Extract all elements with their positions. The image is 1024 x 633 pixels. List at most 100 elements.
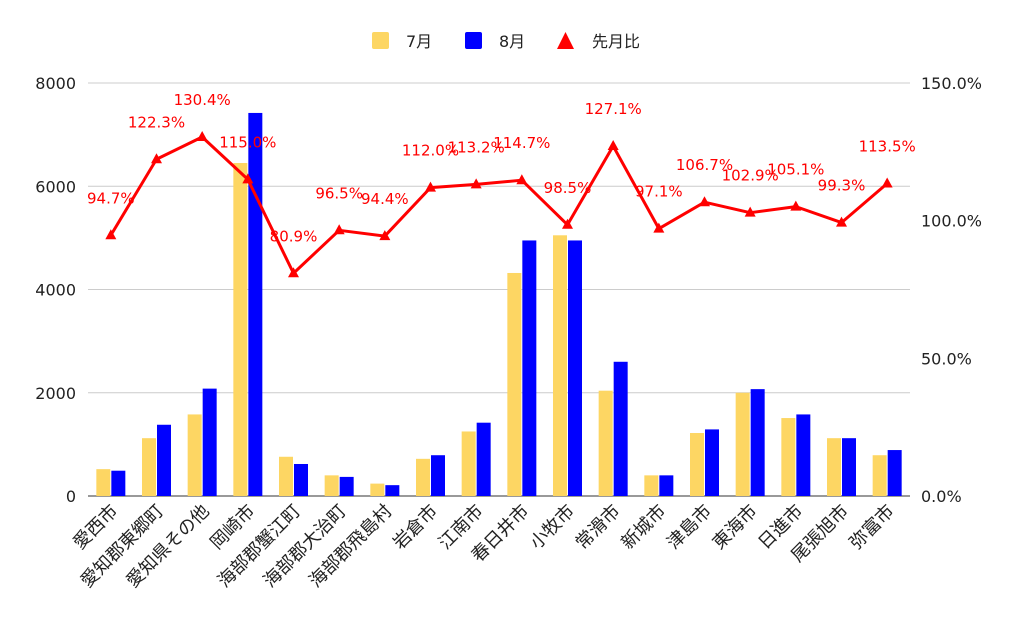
x-tick-label: 東海市 xyxy=(709,501,762,554)
bar-july xyxy=(324,475,339,496)
bar-august xyxy=(613,361,628,496)
y-left-tick-label: 0 xyxy=(66,487,76,506)
ratio-point xyxy=(607,140,619,151)
y-right-tick-label: 100.0% xyxy=(921,212,982,231)
bars xyxy=(96,112,902,497)
ratio-line: 94.7% 122.3% 130.4% 115.0% 80.9% 96.5%94.4% 11… xyxy=(87,91,916,278)
y-left-tick-label: 8000 xyxy=(35,74,76,93)
ratio-point xyxy=(196,130,208,141)
bar-august xyxy=(385,485,400,496)
bar-august xyxy=(842,438,856,496)
bar-august xyxy=(339,476,354,496)
ratio-point xyxy=(653,222,665,233)
bar-july xyxy=(96,469,111,496)
ratio-data-label: 113.5% xyxy=(859,137,916,155)
ratio-data-label: 96.5% xyxy=(315,184,363,202)
bar-august xyxy=(294,463,308,496)
ratio-point xyxy=(699,196,710,207)
y-left-tick-label: 4000 xyxy=(35,281,76,300)
ratio-point xyxy=(288,267,299,278)
bar-july xyxy=(781,418,796,496)
ratio-data-label: 102.9% xyxy=(722,167,779,185)
ratio-point xyxy=(105,229,117,240)
ratio-point xyxy=(562,218,573,229)
ratio-data-label: 97.1% xyxy=(635,183,683,201)
ratio-point xyxy=(836,216,847,227)
ratio-data-label: 80.9% xyxy=(270,227,318,245)
ratio-data-label: 114.7% xyxy=(493,134,550,152)
ratio-data-label: 99.3% xyxy=(818,177,866,195)
legend-swatch-august xyxy=(465,32,482,49)
bar-august xyxy=(659,475,674,496)
bar-august xyxy=(568,240,582,496)
ratio-data-label: 115.0% xyxy=(219,133,276,151)
bar-august xyxy=(431,455,445,496)
ratio-line-path xyxy=(109,135,889,275)
gridlines xyxy=(88,82,910,497)
ratio-data-label: 112.0% xyxy=(402,142,459,160)
legend-label-ratio: 先月比 xyxy=(592,32,640,51)
ratio-data-label: 98.5% xyxy=(544,179,592,197)
x-tick-label: 新城市 xyxy=(617,501,670,554)
y-axis-right: 0.0% 50.0% 100.0% 150.0% xyxy=(921,74,982,506)
y-right-tick-label: 50.0% xyxy=(921,349,972,368)
y-right-tick-label: 0.0% xyxy=(921,487,962,506)
ratio-point xyxy=(333,224,345,235)
bar-august xyxy=(796,414,811,496)
ratio-point xyxy=(881,177,893,188)
bar-july xyxy=(644,475,659,496)
ratio-point xyxy=(242,173,254,184)
y-axis-left: 0 2000 4000 6000 8000 xyxy=(35,74,76,506)
ratio-point xyxy=(790,200,802,211)
bar-july xyxy=(233,163,248,497)
ratio-data-label: 127.1% xyxy=(585,100,642,118)
y-right-tick-label: 150.0% xyxy=(921,74,982,93)
ratio-point xyxy=(151,153,162,164)
bar-august xyxy=(705,429,719,496)
ratio-data-label: 113.2% xyxy=(448,138,505,156)
y-left-tick-label: 2000 xyxy=(35,384,76,403)
bar-july xyxy=(598,390,613,496)
bar-august xyxy=(887,450,902,496)
ratio-point xyxy=(379,230,391,241)
bar-july xyxy=(827,438,841,496)
legend: 7月 8月 先月比 xyxy=(372,32,640,51)
legend-label-july: 7月 xyxy=(406,32,432,51)
ratio-data-label: 94.7% xyxy=(87,189,135,207)
legend-swatch-ratio xyxy=(557,32,574,49)
bar-july xyxy=(690,433,704,496)
bar-july xyxy=(553,235,567,496)
ratio-data-label: 105.1% xyxy=(767,161,824,179)
ratio-point xyxy=(470,178,482,189)
ratio-point xyxy=(744,206,756,217)
bar-july xyxy=(187,414,202,496)
bar-july xyxy=(142,438,156,496)
bar-july xyxy=(735,392,750,496)
ratio-point xyxy=(425,181,436,192)
ratio-data-label: 94.4% xyxy=(361,190,409,208)
legend-swatch-july xyxy=(372,32,389,49)
ratio-data-label: 130.4% xyxy=(174,91,231,109)
bar-july xyxy=(279,456,293,496)
ratio-data-label: 122.3% xyxy=(128,113,185,131)
bar-july xyxy=(507,272,522,496)
bar-august xyxy=(750,389,765,496)
bar-august xyxy=(157,424,171,496)
bar-july xyxy=(416,458,430,496)
bar-august xyxy=(202,388,217,496)
bar-august xyxy=(476,422,491,496)
x-tick-label: 岩倉市 xyxy=(389,501,442,554)
bar-august xyxy=(111,470,126,496)
bar-july xyxy=(370,483,385,496)
x-tick-label: 常滑市 xyxy=(572,501,625,554)
x-axis-labels: 愛西市愛知郡東郷町愛知県その他岡崎市海部郡蟹江町海部郡大治町海部郡飛島村岩倉市江… xyxy=(69,501,898,592)
x-tick-label: 津島市 xyxy=(663,501,716,554)
bar-august xyxy=(248,112,263,496)
ratio-point xyxy=(516,174,528,185)
ratio-data-label: 106.7% xyxy=(676,156,733,174)
bar-july xyxy=(872,455,887,496)
y-left-tick-label: 6000 xyxy=(35,177,76,196)
x-tick-label: 小牧市 xyxy=(526,501,579,554)
bar-august xyxy=(522,240,537,496)
